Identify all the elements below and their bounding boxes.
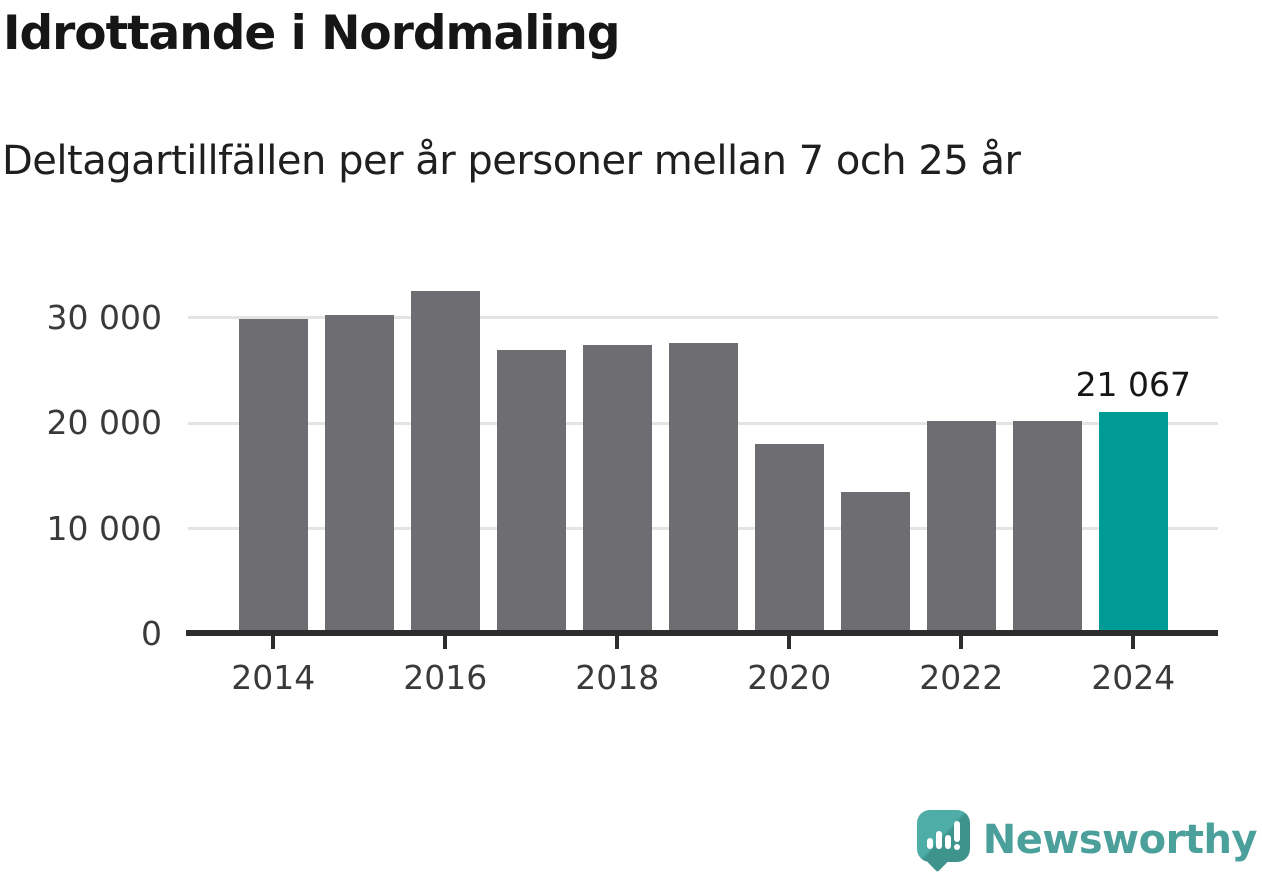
speech-bubble-tail: [926, 850, 948, 873]
bar: [1012, 420, 1082, 634]
x-axis-tick-label: 2016: [403, 658, 488, 697]
newsworthy-speech-bubble-chart-icon: [916, 810, 970, 873]
bar: [668, 342, 738, 634]
y-axis-tick-label: 20 000: [46, 403, 162, 442]
x-axis-tick-label: 2018: [575, 658, 660, 697]
logo-exclamation-bar: [953, 821, 960, 842]
bar: [582, 344, 652, 634]
bar-highlighted: [1098, 411, 1168, 634]
bar: [926, 420, 996, 634]
logo-chart-bar: [944, 835, 951, 849]
y-axis-tick-label: 0: [141, 614, 162, 653]
bar: [754, 444, 824, 634]
x-axis-tick: [615, 636, 620, 649]
x-axis-tick-label: 2014: [231, 658, 316, 697]
y-axis-tick-label: 10 000: [46, 508, 162, 548]
x-axis-tick: [443, 636, 448, 649]
bar-value-label: 21 067: [1075, 364, 1192, 404]
x-axis-tick: [1131, 636, 1136, 649]
x-axis-line: [186, 630, 1218, 636]
x-axis-tick: [959, 636, 964, 649]
newsworthy-logo: Newsworthy: [916, 810, 1258, 873]
bar: [324, 315, 394, 634]
grid-line: [188, 316, 1218, 319]
chart-subtitle: Deltagartillfällen per år personer mella…: [2, 138, 1021, 184]
bar: [238, 318, 308, 634]
newsworthy-wordmark: Newsworthy: [982, 817, 1258, 863]
y-axis-tick-label: 30 000: [46, 297, 162, 337]
logo-chart-bar: [935, 831, 942, 849]
bar: [410, 291, 480, 634]
chart-title: Idrottande i Nordmaling: [3, 6, 621, 61]
logo-chart-bar: [926, 838, 933, 849]
x-axis-tick-label: 2020: [747, 658, 832, 697]
bar: [840, 491, 910, 634]
x-axis-tick: [787, 636, 792, 649]
logo-exclamation-dot: [953, 844, 960, 850]
x-axis-tick-label: 2024: [1091, 658, 1176, 697]
x-axis-tick: [271, 636, 276, 649]
x-axis-tick-label: 2022: [919, 658, 1004, 697]
bar: [496, 350, 566, 634]
